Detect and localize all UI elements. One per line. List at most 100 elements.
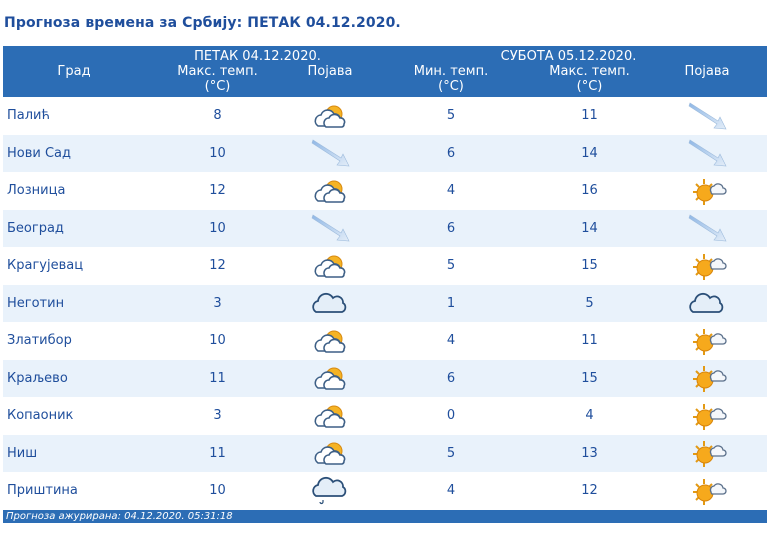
city-name: Краљево [3,359,145,397]
day1-icon-cell [290,172,370,210]
day2-icon-cell [647,397,768,435]
table-row: Нови Сад 10 6 14 [3,134,768,172]
city-name: Нови Сад [3,134,145,172]
sun-cloud-icon [647,176,767,206]
header-city: Град [3,64,145,97]
city-name: Неготин [3,284,145,322]
day1-icon-cell [290,209,370,247]
table-row: Златибор 10 4 11 [3,322,768,360]
page-title: Прогноза времена за Србију: ПЕТАК 04.12.… [4,15,401,31]
wind-arrow-icon [647,213,767,243]
city-name: Ниш [3,434,145,472]
day2-icon-cell [647,434,768,472]
city-name: Београд [3,209,145,247]
day1-icon-cell [290,359,370,397]
day1-icon-cell [290,284,370,322]
table-row: Приштина 10 4 12 [3,472,768,510]
day1-max-temp: 11 [145,359,290,397]
cloud-drizzle-icon [290,476,370,506]
day2-max-temp: 12 [532,472,647,510]
day2-icon-cell [647,322,768,360]
header-row-dates: ПЕТАК 04.12.2020. СУБОТА 05.12.2020. [3,46,768,64]
day1-max-temp: 10 [145,134,290,172]
day2-min-temp: 4 [370,172,532,210]
wind-arrow-icon [647,138,767,168]
day2-min-temp: 5 [370,434,532,472]
day1-max-temp: 8 [145,97,290,135]
day2-icon-cell [647,209,768,247]
day2-icon-cell [647,472,768,510]
table-row: Палић 8 5 11 [3,97,768,135]
day2-min-temp: 6 [370,209,532,247]
table-row: Београд 10 6 14 [3,209,768,247]
day2-min-temp: 4 [370,322,532,360]
day2-max-temp: 14 [532,134,647,172]
day2-max-temp: 5 [532,284,647,322]
forecast-table: ПЕТАК 04.12.2020. СУБОТА 05.12.2020. Гра… [3,46,768,510]
day2-min-temp: 6 [370,134,532,172]
city-name: Крагујевац [3,247,145,285]
day2-icon-cell [647,134,768,172]
partly-cloudy-icon [290,327,370,355]
day2-min-temp: 4 [370,472,532,510]
day1-max-temp: 10 [145,322,290,360]
day2-min-temp: 5 [370,247,532,285]
day1-icon-cell [290,472,370,510]
sun-cloud-icon [647,251,767,281]
city-name: Копаоник [3,397,145,435]
day1-icon-cell [290,247,370,285]
day2-icon-cell [647,284,768,322]
partly-cloudy-icon [290,364,370,392]
table-row: Краљево 11 6 15 [3,359,768,397]
day1-max-temp: 3 [145,397,290,435]
city-name: Лозница [3,172,145,210]
sun-cloud-icon [647,438,767,468]
partly-cloudy-icon [290,177,370,205]
day1-max-temp: 12 [145,247,290,285]
day1-icon-cell [290,434,370,472]
sun-cloud-icon [647,476,767,506]
day2-min-temp: 1 [370,284,532,322]
table-row: Ниш 11 5 13 [3,434,768,472]
cloud-icon [290,290,370,316]
day2-min-temp: 6 [370,359,532,397]
day2-min-temp: 5 [370,97,532,135]
day1-icon-cell [290,97,370,135]
wind-arrow-icon [647,101,767,131]
header-day1-phenomenon: Појава [290,64,370,97]
header-day2-phenomenon: Појава [647,64,768,97]
city-name: Палић [3,97,145,135]
day2-icon-cell [647,359,768,397]
header-city-spacer [3,46,145,64]
day2-max-temp: 15 [532,247,647,285]
day2-max-temp: 15 [532,359,647,397]
wind-arrow-icon [290,213,370,243]
header-row-columns: Град Макс. темп. (°C) Појава Мин. темп. (°… [3,64,768,97]
day1-max-temp: 10 [145,209,290,247]
day1-max-temp: 12 [145,172,290,210]
day2-max-temp: 11 [532,322,647,360]
day1-max-temp: 11 [145,434,290,472]
header-day2-date: СУБОТА 05.12.2020. [370,46,768,64]
cloud-icon [647,290,767,316]
table-row: Копаоник 3 0 4 [3,397,768,435]
day1-icon-cell [290,322,370,360]
day2-icon-cell [647,97,768,135]
day1-icon-cell [290,134,370,172]
header-day1-max-temp: Макс. темп. (°C) [145,64,290,97]
header-day1-date: ПЕТАК 04.12.2020. [145,46,370,64]
day2-max-temp: 14 [532,209,647,247]
sun-cloud-icon [647,326,767,356]
footer-updated: Прогноза ажурирана: 04.12.2020. 05:31:18 [3,510,767,523]
partly-cloudy-icon [290,252,370,280]
day2-icon-cell [647,172,768,210]
sun-cloud-icon [647,401,767,431]
day2-max-temp: 11 [532,97,647,135]
table-row: Лозница 12 4 16 [3,172,768,210]
wind-arrow-icon [290,138,370,168]
partly-cloudy-icon [290,439,370,467]
day2-min-temp: 0 [370,397,532,435]
day1-max-temp: 3 [145,284,290,322]
city-name: Златибор [3,322,145,360]
partly-cloudy-icon [290,402,370,430]
